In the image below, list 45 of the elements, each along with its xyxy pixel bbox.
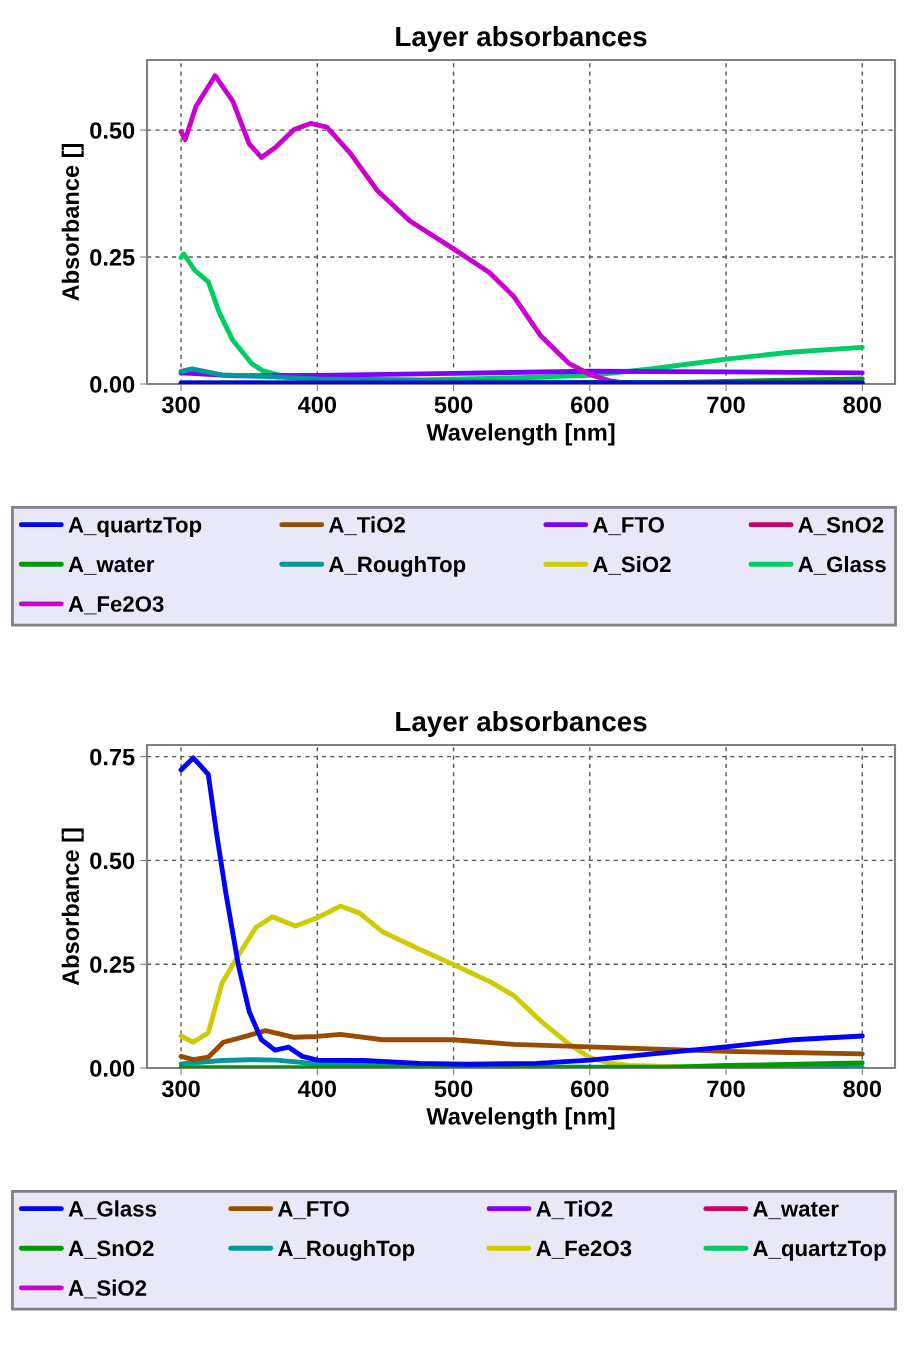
x-tick-label: 700 — [707, 1080, 745, 1098]
legend-label: A_SnO2 — [68, 1240, 154, 1259]
x-tick-label: 600 — [570, 396, 609, 414]
y-tick-label: 0.50 — [90, 122, 135, 139]
x-axis-title: Wavelength [nm] — [426, 423, 615, 446]
legend-label: A_quartzTop — [753, 1240, 886, 1261]
line-series — [178, 1028, 865, 1063]
y-tick-label: 0.50 — [90, 852, 135, 870]
x-tick-label: 800 — [843, 1080, 882, 1098]
x-axis-title: Wavelength [nm] — [426, 1107, 615, 1130]
y-tick-label: 0.00 — [90, 1060, 135, 1077]
x-tick-label: 400 — [297, 1080, 337, 1098]
legend-label: A_Fe2O3 — [536, 1240, 632, 1259]
y-axis-title: Absorbance [] — [61, 143, 84, 301]
legend-label: A_SiO2 — [68, 1279, 147, 1299]
legend-label: A_Glass — [68, 1200, 157, 1220]
y-tick-label: 0.25 — [90, 956, 135, 973]
legend-label: A_RoughTop — [328, 555, 466, 577]
x-tick-label: 600 — [570, 1080, 609, 1098]
x-tick-label: 300 — [161, 1080, 200, 1098]
legend-label: A_FTO — [277, 1200, 349, 1220]
x-tick-label: 800 — [843, 396, 882, 414]
chart-title: Layer absorbances — [396, 25, 647, 52]
legend-label: A_SiO2 — [593, 555, 671, 575]
y-tick-label: 0.00 — [90, 376, 135, 393]
x-tick-label: 700 — [707, 396, 745, 414]
y-tick-label: 0.25 — [90, 249, 135, 266]
x-tick-label: 400 — [297, 396, 337, 414]
legend-label: A_FTO — [593, 516, 664, 536]
legend-label: A_Glass — [798, 555, 886, 575]
legend-label: A_Fe2O3 — [68, 596, 164, 615]
x-tick-label: 300 — [161, 396, 200, 414]
legend-label: A_water — [68, 556, 155, 575]
y-tick-label: 0.75 — [90, 748, 135, 766]
legend-label: A_TiO2 — [328, 516, 405, 536]
legend-label: A_quartzTop — [68, 517, 202, 538]
legend-label: A_SnO2 — [798, 516, 884, 536]
x-tick-label: 500 — [434, 396, 473, 414]
line-series — [178, 755, 865, 1067]
legend-label: A_water — [753, 1201, 839, 1220]
legend-label: A_TiO2 — [536, 1200, 613, 1220]
y-axis-title: Absorbance [] — [61, 828, 84, 986]
x-tick-label: 500 — [434, 1080, 473, 1098]
chart-title: Layer absorbances — [396, 710, 647, 737]
legend-label: A_RoughTop — [277, 1239, 415, 1261]
